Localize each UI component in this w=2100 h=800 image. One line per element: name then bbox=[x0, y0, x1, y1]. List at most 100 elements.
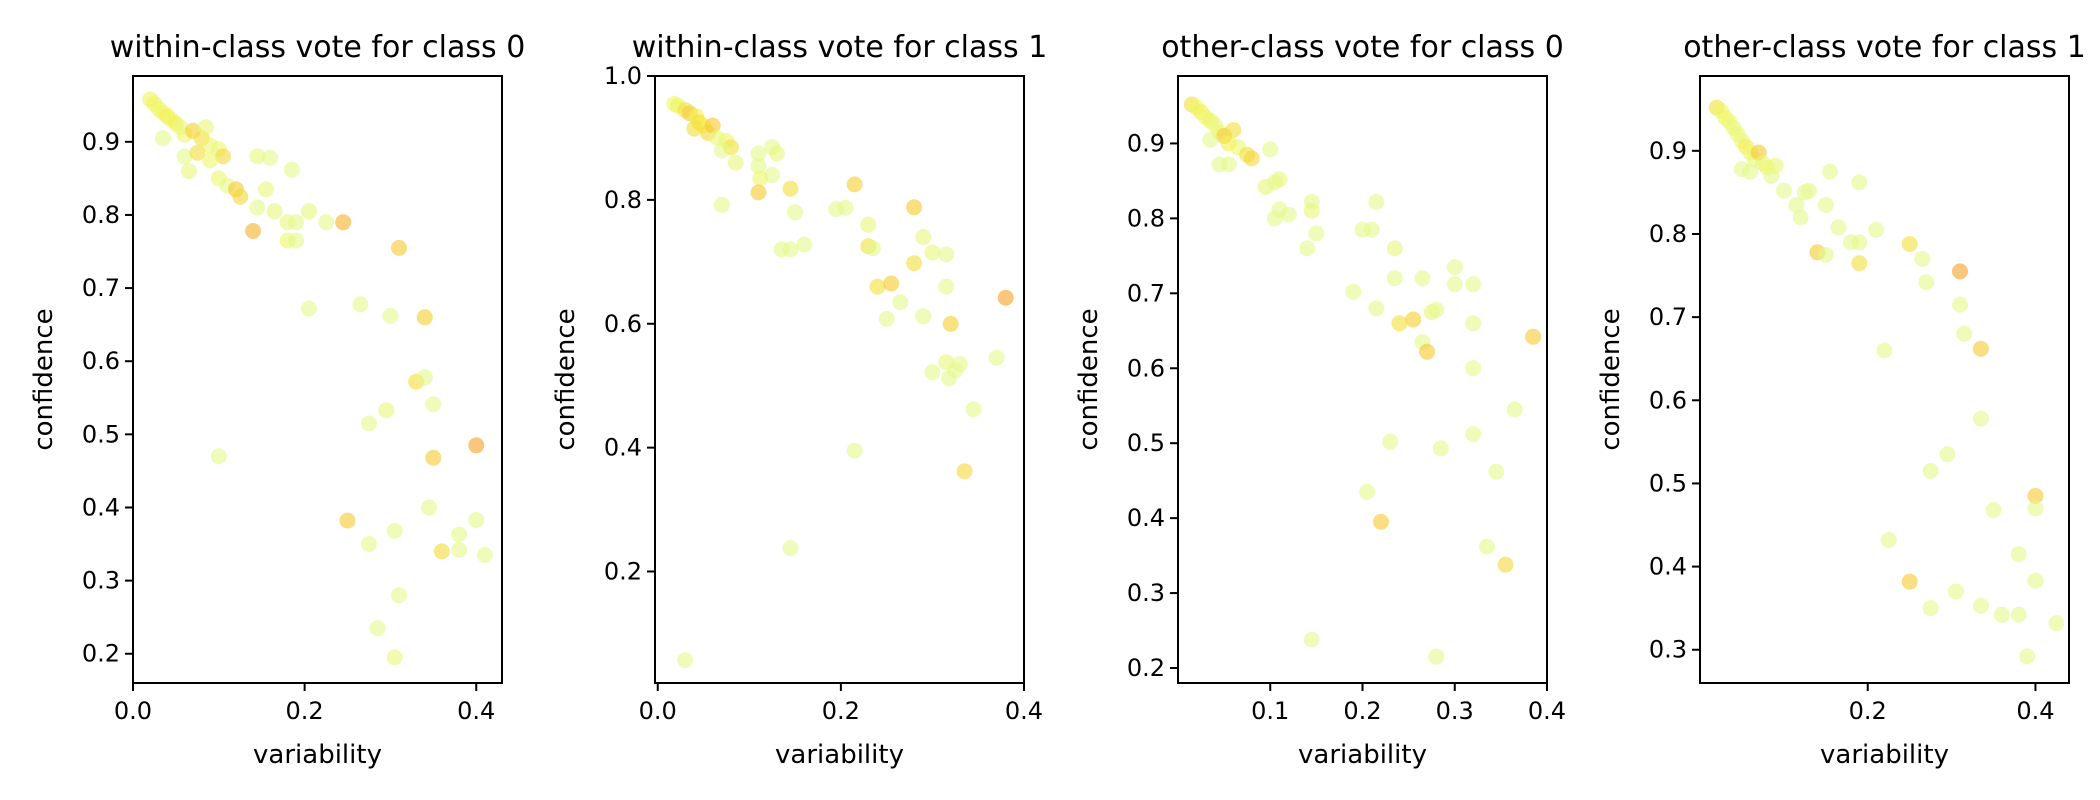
y-tick-label: 0.9 bbox=[1649, 137, 1687, 165]
data-point bbox=[382, 307, 399, 324]
data-point bbox=[1851, 255, 1868, 272]
data-point bbox=[1952, 263, 1968, 280]
data-point bbox=[1922, 463, 1939, 479]
y-tick-label: 0.3 bbox=[1127, 579, 1165, 607]
data-point bbox=[249, 199, 266, 216]
data-point bbox=[1359, 483, 1376, 500]
data-points bbox=[142, 91, 493, 666]
data-point bbox=[846, 442, 863, 459]
data-point bbox=[1220, 156, 1237, 173]
y-tick-label: 0.6 bbox=[82, 347, 120, 375]
data-point bbox=[378, 402, 395, 419]
data-point bbox=[1939, 446, 1956, 463]
data-point bbox=[915, 308, 932, 325]
data-point bbox=[1428, 301, 1445, 318]
data-point bbox=[361, 536, 377, 552]
data-point bbox=[386, 649, 403, 666]
data-point bbox=[727, 154, 744, 171]
data-point bbox=[1506, 401, 1523, 418]
data-point bbox=[906, 199, 923, 216]
panel-title: other-class vote for class 0 bbox=[1161, 30, 1564, 65]
y-tick-label: 0.8 bbox=[1127, 204, 1165, 232]
data-points bbox=[1183, 96, 1542, 665]
data-point bbox=[1788, 196, 1805, 213]
x-axis-label: variability bbox=[253, 740, 382, 770]
data-point bbox=[215, 148, 232, 165]
data-point bbox=[352, 296, 369, 313]
data-point bbox=[451, 526, 468, 543]
data-point bbox=[2027, 500, 2044, 517]
data-point bbox=[1901, 236, 1918, 252]
data-point bbox=[288, 214, 304, 231]
y-tick-label: 0.4 bbox=[82, 493, 120, 521]
data-point bbox=[938, 278, 955, 295]
data-point bbox=[468, 437, 485, 454]
y-tick-label: 0.7 bbox=[82, 274, 120, 302]
data-point bbox=[1742, 163, 1759, 180]
data-point bbox=[476, 547, 493, 563]
data-point bbox=[750, 184, 767, 201]
data-point bbox=[210, 448, 227, 465]
data-point bbox=[1947, 583, 1964, 600]
data-point bbox=[1446, 259, 1463, 276]
data-point bbox=[764, 167, 781, 184]
data-point bbox=[1465, 315, 1482, 332]
x-tick-label: 0.2 bbox=[822, 697, 860, 725]
x-axis-label: variability bbox=[775, 740, 904, 770]
data-point bbox=[782, 180, 799, 197]
data-point bbox=[915, 229, 932, 245]
data-point bbox=[782, 241, 799, 258]
y-tick-label: 1.0 bbox=[604, 62, 642, 90]
data-point bbox=[283, 161, 300, 178]
data-point bbox=[1465, 276, 1482, 293]
y-tick-label: 0.3 bbox=[1649, 636, 1687, 664]
y-tick-label: 0.6 bbox=[1649, 386, 1687, 414]
data-point bbox=[1225, 122, 1242, 138]
data-points bbox=[1708, 99, 2065, 665]
y-tick-label: 0.6 bbox=[1127, 354, 1165, 382]
data-point bbox=[924, 244, 941, 261]
panel-title: other-class vote for class 1 bbox=[1683, 30, 2086, 65]
data-point bbox=[860, 216, 877, 233]
y-tick-label: 0.2 bbox=[82, 640, 120, 668]
y-axis-label: confidence bbox=[29, 308, 59, 450]
data-point bbox=[1497, 556, 1514, 573]
data-point bbox=[1465, 360, 1482, 377]
data-point bbox=[1299, 240, 1316, 257]
data-point bbox=[468, 511, 485, 528]
data-point bbox=[2010, 546, 2027, 563]
y-tick-label: 0.8 bbox=[1649, 220, 1687, 248]
data-point bbox=[2019, 648, 2036, 665]
data-point bbox=[1391, 315, 1408, 332]
data-point bbox=[782, 540, 799, 556]
data-point bbox=[1266, 210, 1283, 227]
data-point bbox=[846, 176, 863, 193]
data-point bbox=[892, 294, 909, 311]
x-tick-label: 0.0 bbox=[114, 697, 152, 725]
x-tick-label: 0.4 bbox=[1005, 697, 1043, 725]
data-point bbox=[262, 149, 279, 166]
data-point bbox=[1901, 573, 1918, 590]
data-point bbox=[318, 214, 335, 231]
data-point bbox=[1345, 283, 1362, 300]
data-point bbox=[1972, 410, 1989, 427]
data-point bbox=[988, 349, 1005, 366]
data-point bbox=[433, 543, 450, 560]
data-point bbox=[300, 300, 317, 317]
y-tick-label: 0.6 bbox=[604, 310, 642, 338]
data-point bbox=[1262, 141, 1279, 158]
plot-frame bbox=[654, 75, 1025, 684]
data-point bbox=[942, 315, 959, 332]
y-tick-label: 0.4 bbox=[604, 434, 642, 462]
data-point bbox=[1851, 174, 1868, 191]
y-tick-label: 0.4 bbox=[1127, 504, 1165, 532]
y-tick-label: 0.2 bbox=[604, 558, 642, 586]
data-point bbox=[1817, 196, 1834, 213]
data-point bbox=[1525, 328, 1542, 345]
data-point bbox=[686, 120, 703, 137]
data-point bbox=[938, 246, 955, 263]
data-point bbox=[1767, 157, 1784, 174]
data-point bbox=[787, 204, 804, 221]
data-point bbox=[1243, 150, 1260, 167]
